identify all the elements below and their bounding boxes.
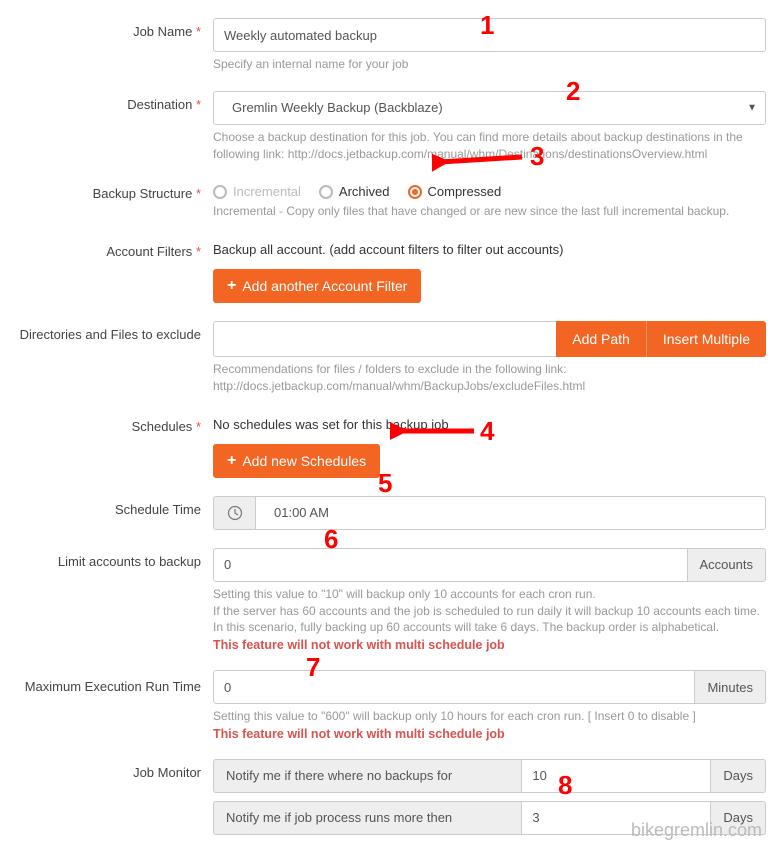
chevron-down-icon: ▼ [747,102,757,113]
radio-archived[interactable]: Archived [319,184,390,199]
limit-accounts-label: Limit accounts to backup [8,548,213,569]
monitor-no-backups-suffix: Days [711,759,766,793]
add-path-button[interactable]: Add Path [556,321,647,357]
radio-incremental[interactable]: Incremental [213,184,301,199]
job-name-input[interactable] [213,18,766,52]
destination-label: Destination * [8,91,213,112]
account-filters-text: Backup all account. (add account filters… [213,238,766,257]
clock-icon [213,496,255,530]
plus-icon: + [227,278,236,294]
limit-accounts-helper1: Setting this value to "10" will backup o… [213,586,766,603]
backup-structure-label: Backup Structure * [8,180,213,201]
limit-accounts-warning: This feature will not work with multi sc… [213,638,766,652]
max-exec-helper: Setting this value to "600" will backup … [213,708,766,725]
insert-multiple-button[interactable]: Insert Multiple [647,321,766,357]
monitor-process-long-input[interactable] [521,801,711,835]
backup-structure-radios: Incremental Archived Compressed [213,180,766,199]
exclude-helper: Recommendations for files / folders to e… [213,361,766,395]
plus-icon: + [227,453,236,469]
schedule-time-label: Schedule Time [8,496,213,517]
schedules-label: Schedules * [8,413,213,434]
radio-compressed[interactable]: Compressed [408,184,502,199]
max-exec-suffix: Minutes [695,670,766,704]
max-exec-input[interactable] [213,670,695,704]
exclude-label: Directories and Files to exclude [8,321,213,342]
radio-icon [319,185,333,199]
destination-helper: Choose a backup destination for this job… [213,129,766,163]
monitor-process-long-label: Notify me if job process runs more then [213,801,521,835]
max-exec-label: Maximum Execution Run Time [8,670,213,694]
job-monitor-label: Job Monitor [8,759,213,780]
max-exec-warning: This feature will not work with multi sc… [213,727,766,741]
job-name-helper: Specify an internal name for your job [213,56,766,73]
destination-value: Gremlin Weekly Backup (Backblaze) [232,100,443,115]
limit-accounts-helper2: If the server has 60 accounts and the jo… [213,603,766,637]
schedule-time-input[interactable] [255,496,766,530]
limit-accounts-suffix: Accounts [688,548,766,582]
job-name-label: Job Name * [8,18,213,39]
monitor-no-backups-input[interactable] [521,759,711,793]
exclude-input[interactable] [213,321,556,357]
account-filters-label: Account Filters * [8,238,213,259]
limit-accounts-input[interactable] [213,548,688,582]
radio-icon [213,185,227,199]
monitor-no-backups-label: Notify me if there where no backups for [213,759,521,793]
add-schedules-button[interactable]: + Add new Schedules [213,444,380,478]
add-account-filter-button[interactable]: + Add another Account Filter [213,269,421,303]
schedules-text: No schedules was set for this backup job [213,413,766,432]
destination-select[interactable]: Gremlin Weekly Backup (Backblaze) ▼ [213,91,766,125]
backup-structure-helper: Incremental - Copy only files that have … [213,203,766,220]
monitor-process-long-suffix: Days [711,801,766,835]
radio-icon [408,185,422,199]
